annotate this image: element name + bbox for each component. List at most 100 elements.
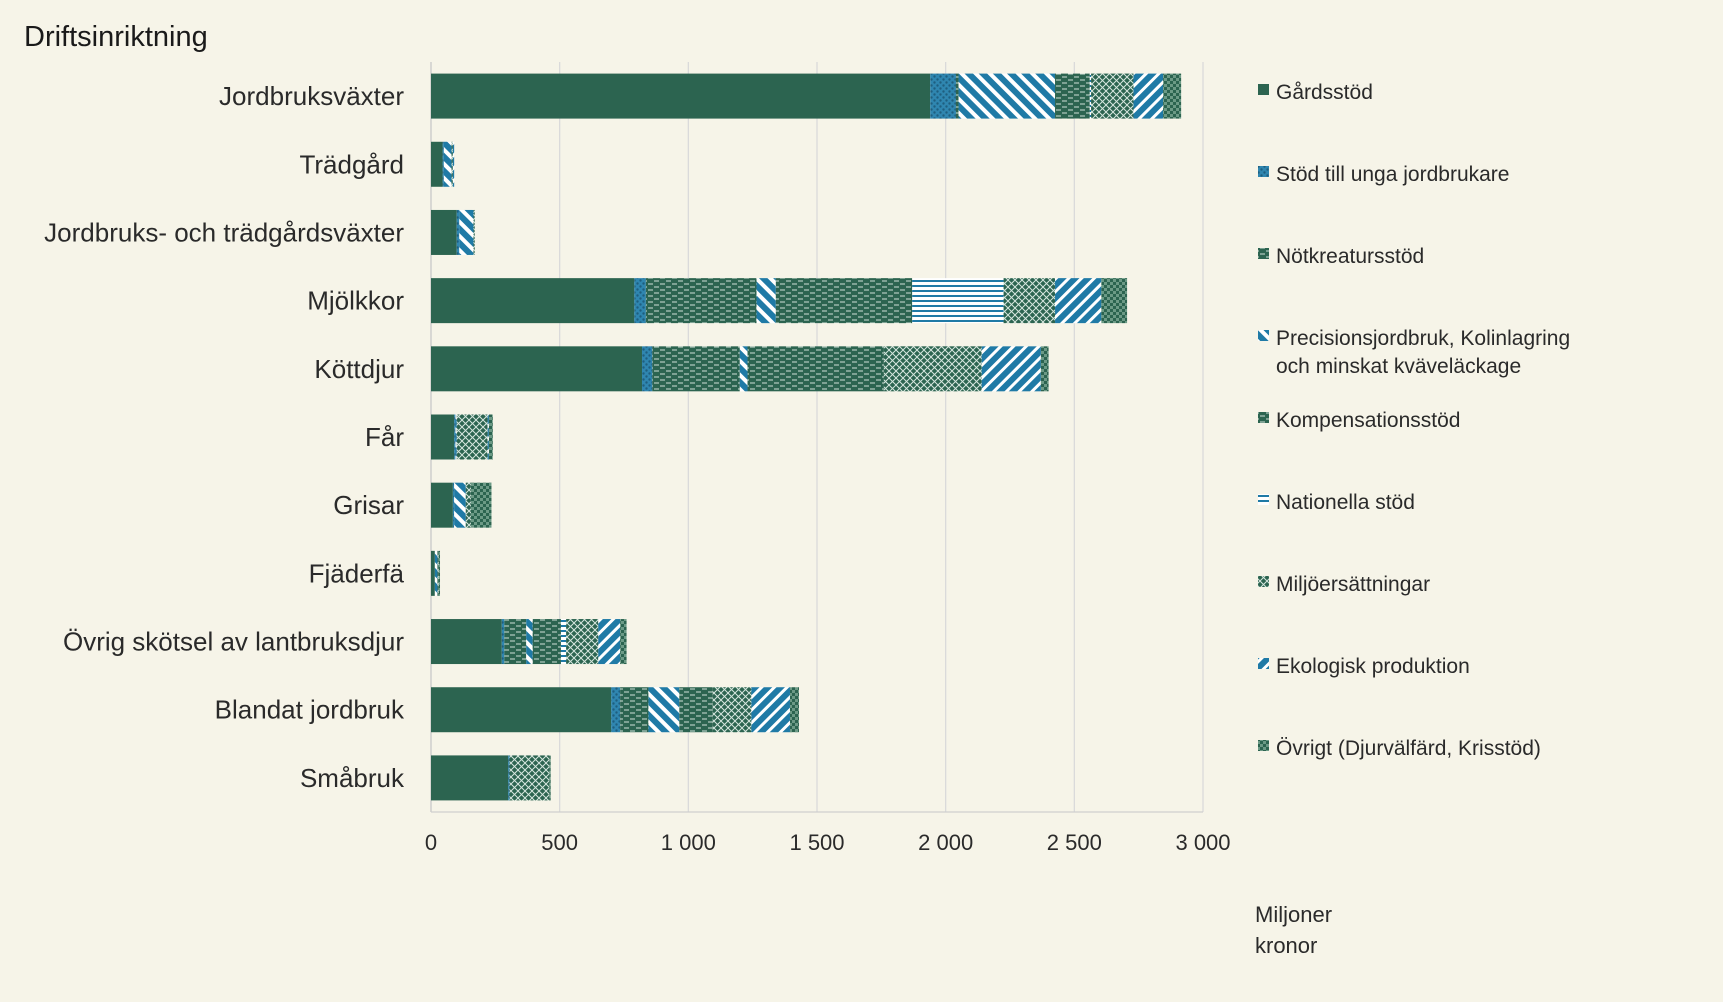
bar-segment <box>912 278 1004 324</box>
legend-label: Miljöersättningar <box>1276 573 1430 596</box>
category-label: Får <box>365 422 404 452</box>
bar-segment <box>1055 73 1090 119</box>
legend-label: Precisionsjordbruk, Kolinlagring och mins… <box>1276 327 1570 378</box>
bar-segment <box>487 414 489 460</box>
bar-segment <box>981 346 1041 392</box>
legend-label: Nationella stöd <box>1276 491 1415 514</box>
bar-segment <box>452 482 455 528</box>
bar-segment <box>454 414 456 460</box>
bar-segment <box>652 346 740 392</box>
bar-segment <box>488 414 493 460</box>
bar-segment <box>549 755 551 801</box>
bars <box>431 73 1182 801</box>
legend-swatch <box>1258 576 1269 587</box>
legend-swatch <box>1258 166 1269 177</box>
bar-segment <box>451 141 453 187</box>
bar-segment <box>504 619 527 665</box>
bar-segment <box>955 73 959 119</box>
category-labels: Jordbruksväxter Trädgård Jordbruks- och tr… <box>44 81 405 793</box>
bar-segment <box>438 550 441 596</box>
bar-segment <box>455 414 457 460</box>
x-tick-label: 2 500 <box>1047 830 1102 855</box>
bar-segment <box>431 619 502 665</box>
bar-segment <box>431 209 457 255</box>
bar-segment <box>1089 73 1092 119</box>
bar-segment <box>470 482 492 528</box>
category-label: Jordbruks- och trädgårdsväxter <box>44 217 404 247</box>
bar-segment <box>1091 73 1134 119</box>
legend-label: Övrigt (Djurvälfärd, Krisstöd) <box>1276 737 1541 760</box>
bar-segment <box>431 73 931 119</box>
bar-segment <box>431 755 509 801</box>
x-tick-label: 1 000 <box>661 830 716 855</box>
legend-label: Stöd till unga jordbrukare <box>1276 163 1509 186</box>
category-label: Grisar <box>333 490 404 520</box>
bar-segment <box>642 346 653 392</box>
bar-segment <box>739 346 748 392</box>
bar-segment <box>1040 346 1049 392</box>
legend-swatch <box>1258 330 1269 341</box>
category-label: Småbruk <box>300 763 405 793</box>
bar-segment <box>620 619 627 665</box>
bar-segment <box>634 278 646 324</box>
bar-segment <box>526 619 533 665</box>
bar-segment <box>431 414 455 460</box>
legend-label: Gårdsstöd <box>1276 81 1373 104</box>
legend-label: Nötkreatursstöd <box>1276 245 1424 268</box>
legend-swatch <box>1258 84 1269 95</box>
legend-label: Ekologisk produktion <box>1276 655 1470 678</box>
x-axis-label: Miljoner kronor <box>1255 902 1332 958</box>
bar-segment <box>473 209 475 255</box>
bar-segment <box>431 482 453 528</box>
bar-segment <box>958 73 1056 119</box>
bar-segment <box>454 482 466 528</box>
category-label: Blandat jordbruk <box>215 695 405 725</box>
bar-segment <box>620 687 649 733</box>
bar-segment <box>442 141 444 187</box>
x-tick-label: 3 000 <box>1175 830 1230 855</box>
bar-segment <box>1003 278 1056 324</box>
bar-segment <box>560 619 567 665</box>
x-tick-label: 1 500 <box>789 830 844 855</box>
bar-segment <box>532 619 561 665</box>
bar-segment <box>509 755 550 801</box>
legend-swatch <box>1258 658 1269 669</box>
legend-swatch <box>1258 740 1269 751</box>
bar-segment <box>747 346 884 392</box>
x-tick-labels: 0 500 1 000 1 500 2 000 2 500 3 000 <box>425 830 1231 855</box>
bar-segment <box>679 687 713 733</box>
bar-segment <box>1055 278 1102 324</box>
bar-segment <box>431 141 443 187</box>
category-label: Jordbruksväxter <box>219 81 404 111</box>
category-label: Köttdjur <box>314 354 404 384</box>
bar-segment <box>431 550 435 596</box>
bar-segment <box>756 278 776 324</box>
bar-segment <box>611 687 621 733</box>
legend-label: Kompensationsstöd <box>1276 409 1460 432</box>
bar-segment <box>645 278 757 324</box>
legend-swatch <box>1258 412 1269 423</box>
bar-segment <box>508 755 510 801</box>
bar-segment <box>648 687 680 733</box>
bar-segment <box>775 278 913 324</box>
bar-segment <box>465 482 471 528</box>
x-tick-label: 0 <box>425 830 437 855</box>
bar-segment <box>456 209 460 255</box>
bar-segment <box>566 619 599 665</box>
bar-segment <box>930 73 956 119</box>
x-tick-label: 500 <box>541 830 578 855</box>
category-label: Övrig skötsel av lantbruksdjur <box>63 627 404 657</box>
category-label: Trädgård <box>299 149 404 179</box>
legend-swatch <box>1258 494 1269 505</box>
bar-segment <box>789 687 799 733</box>
bar-segment <box>598 619 621 665</box>
bar-segment <box>1133 73 1164 119</box>
bar-segment <box>712 687 752 733</box>
bar-segment <box>883 346 982 392</box>
bar-segment <box>434 550 438 596</box>
bar-segment <box>1101 278 1128 324</box>
chart-title: Driftsinriktning <box>24 21 208 53</box>
bar-segment <box>437 550 439 596</box>
